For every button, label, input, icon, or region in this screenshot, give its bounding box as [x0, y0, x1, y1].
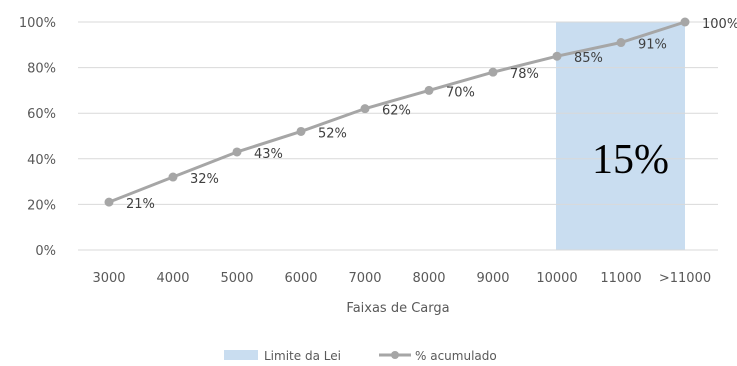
data-label: 85%	[574, 51, 603, 66]
data-point	[424, 85, 434, 95]
x-tick-label: 5000	[220, 271, 253, 286]
data-label: 62%	[382, 104, 411, 119]
x-tick-label: 11000	[600, 271, 641, 286]
data-label: 52%	[318, 126, 347, 141]
legend: Limite da Lei % acumulado	[224, 349, 497, 363]
data-label: 70%	[446, 85, 475, 100]
data-point	[488, 67, 498, 77]
x-tick-label: 9000	[476, 271, 509, 286]
series-layer	[104, 17, 690, 207]
band-layer	[556, 22, 685, 250]
data-point	[104, 197, 114, 207]
legend-band-label: Limite da Lei	[264, 349, 341, 363]
data-point	[552, 51, 562, 61]
y-tick-label: 60%	[27, 107, 56, 122]
limit-band	[556, 22, 685, 250]
y-axis-ticks: 0% 20% 40% 60% 80% 100%	[19, 16, 56, 259]
x-tick-label: >11000	[659, 271, 711, 286]
data-label: 78%	[510, 67, 539, 82]
legend-line-label: % acumulado	[415, 349, 497, 363]
x-tick-label: 4000	[156, 271, 189, 286]
data-labels: 21% 32% 43% 52% 62% 70% 78% 85% 91% 100%	[126, 17, 737, 212]
y-tick-label: 80%	[27, 62, 56, 77]
legend-line-marker	[391, 351, 399, 359]
series-line-acumulado	[108, 20, 686, 204]
x-tick-label: 8000	[412, 271, 445, 286]
x-tick-label: 3000	[92, 271, 125, 286]
y-tick-label: 0%	[35, 244, 56, 259]
legend-band-swatch	[224, 350, 258, 360]
data-point	[360, 104, 370, 114]
x-tick-label: 6000	[284, 271, 317, 286]
data-label: 21%	[126, 197, 155, 212]
data-point	[168, 172, 178, 182]
data-point	[232, 147, 242, 157]
data-label: 91%	[638, 38, 667, 53]
x-axis-title: Faixas de Carga	[346, 301, 449, 316]
data-label: 32%	[190, 172, 219, 187]
data-label: 100%	[702, 17, 737, 32]
y-tick-label: 20%	[27, 198, 56, 213]
data-point	[616, 38, 626, 48]
band-annotation: 15%	[592, 137, 669, 183]
data-point	[296, 126, 306, 136]
x-axis-ticks: 3000 4000 5000 6000 7000 8000 9000 10000 11000 >1…	[92, 271, 711, 286]
data-point	[680, 17, 690, 27]
y-tick-label: 40%	[27, 153, 56, 168]
grid-layer	[78, 21, 718, 251]
x-tick-label: 7000	[348, 271, 381, 286]
y-tick-label: 100%	[19, 16, 56, 31]
data-label: 43%	[254, 147, 283, 162]
x-tick-label: 10000	[536, 271, 577, 286]
